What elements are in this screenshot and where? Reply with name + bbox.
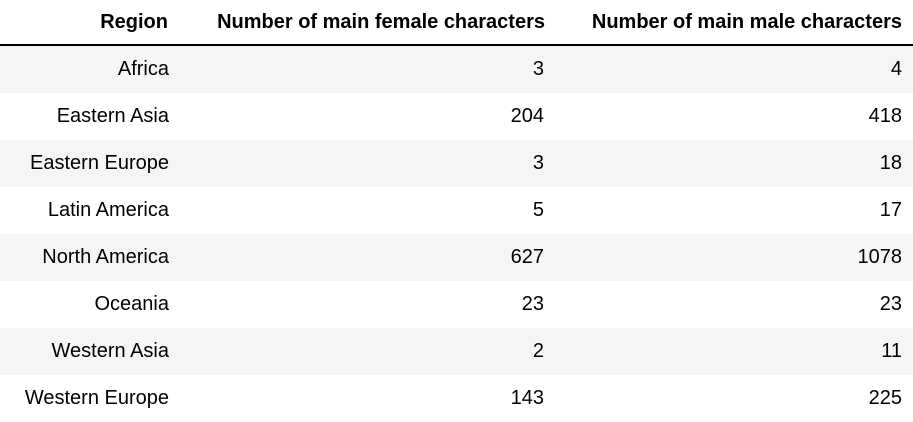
female-count-cell: 23 (521, 293, 544, 315)
table-row: Eastern Asia 204 418 (0, 93, 913, 140)
table-row: Latin America 5 17 (0, 187, 913, 234)
table-row: Oceania 23 23 (0, 281, 913, 328)
region-cell: Western Europe (24, 387, 169, 409)
region-cell: Latin America (47, 199, 169, 221)
male-count-cell: 418 (868, 105, 902, 127)
region-cell: Africa (117, 58, 169, 80)
male-count-cell: 18 (879, 152, 902, 174)
female-count-cell: 5 (532, 199, 544, 221)
female-count-cell: 627 (510, 246, 544, 268)
female-count-cell: 143 (510, 387, 544, 409)
header-row: Region Number of main female characters … (0, 0, 913, 46)
female-count-cell: 3 (532, 152, 544, 174)
region-cell: Eastern Europe (30, 152, 169, 174)
region-cell: Western Asia (51, 340, 169, 362)
female-count-cell: 3 (532, 58, 544, 80)
column-header-female-count: Number of main female characters (180, 0, 556, 46)
male-count-cell: 4 (890, 58, 902, 80)
region-cell: North America (42, 246, 169, 268)
table-row: Western Asia 2 11 (0, 328, 913, 375)
region-cell: Eastern Asia (56, 105, 169, 127)
table-row: Eastern Europe 3 18 (0, 140, 913, 187)
table-row: Africa 3 4 (0, 45, 913, 93)
male-count-cell: 11 (881, 340, 902, 362)
female-count-cell: 2 (532, 340, 544, 362)
column-header-male-count: Number of main male characters (556, 0, 913, 46)
male-count-cell: 17 (879, 199, 902, 221)
male-count-cell: 1078 (857, 246, 903, 268)
table-body: Africa 3 4 Eastern Asia 204 418 Eastern … (0, 45, 913, 422)
table-row: North America 627 1078 (0, 234, 913, 281)
male-count-cell: 225 (868, 387, 902, 409)
male-count-cell: 23 (879, 293, 902, 315)
region-cell: Oceania (94, 293, 170, 315)
table-header: Region Number of main female characters … (0, 0, 913, 46)
column-header-region: Region (0, 0, 180, 46)
female-count-cell: 204 (510, 105, 544, 127)
table-row: Western Europe 143 225 (0, 375, 913, 422)
